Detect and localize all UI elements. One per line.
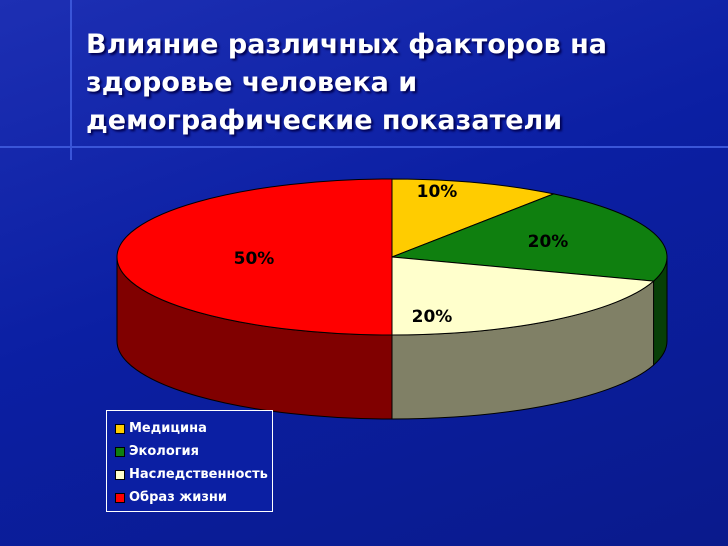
title-line-2: здоровье человека и [86, 67, 418, 98]
data-label-ecology: 20% [528, 232, 569, 252]
pie-slice-ecology [391, 193, 668, 282]
pie-slice-medicine [391, 178, 556, 258]
legend-label-medicine: Медицина [129, 421, 207, 436]
slide-title: Влияние различных факторов на здоровье ч… [86, 26, 706, 140]
data-label-heredity: 20% [412, 307, 453, 327]
data-label-lifestyle: 50% [234, 249, 275, 269]
chart-legend: Медицина Экология Наследственность Образ… [106, 410, 273, 512]
decorative-horizontal-line [0, 146, 728, 148]
title-line-1: Влияние различных факторов на [86, 29, 608, 60]
pie-slice-heredity [391, 256, 655, 336]
legend-swatch-ecology [115, 446, 125, 457]
legend-item-ecology: Экология [115, 440, 272, 463]
legend-item-heredity: Наследственность [115, 463, 272, 486]
legend-swatch-lifestyle [115, 492, 125, 503]
data-label-medicine: 10% [417, 182, 458, 202]
legend-label-lifestyle: Образ жизни [129, 490, 227, 505]
decorative-vertical-line [70, 0, 72, 160]
legend-swatch-heredity [115, 469, 125, 480]
pie-slice-lifestyle [116, 178, 393, 336]
legend-item-medicine: Медицина [115, 417, 272, 440]
legend-swatch-medicine [115, 423, 125, 434]
legend-label-ecology: Экология [129, 444, 199, 459]
legend-label-heredity: Наследственность [129, 467, 268, 482]
legend-item-lifestyle: Образ жизни [115, 486, 272, 509]
title-line-3: демографические показатели [86, 105, 563, 136]
